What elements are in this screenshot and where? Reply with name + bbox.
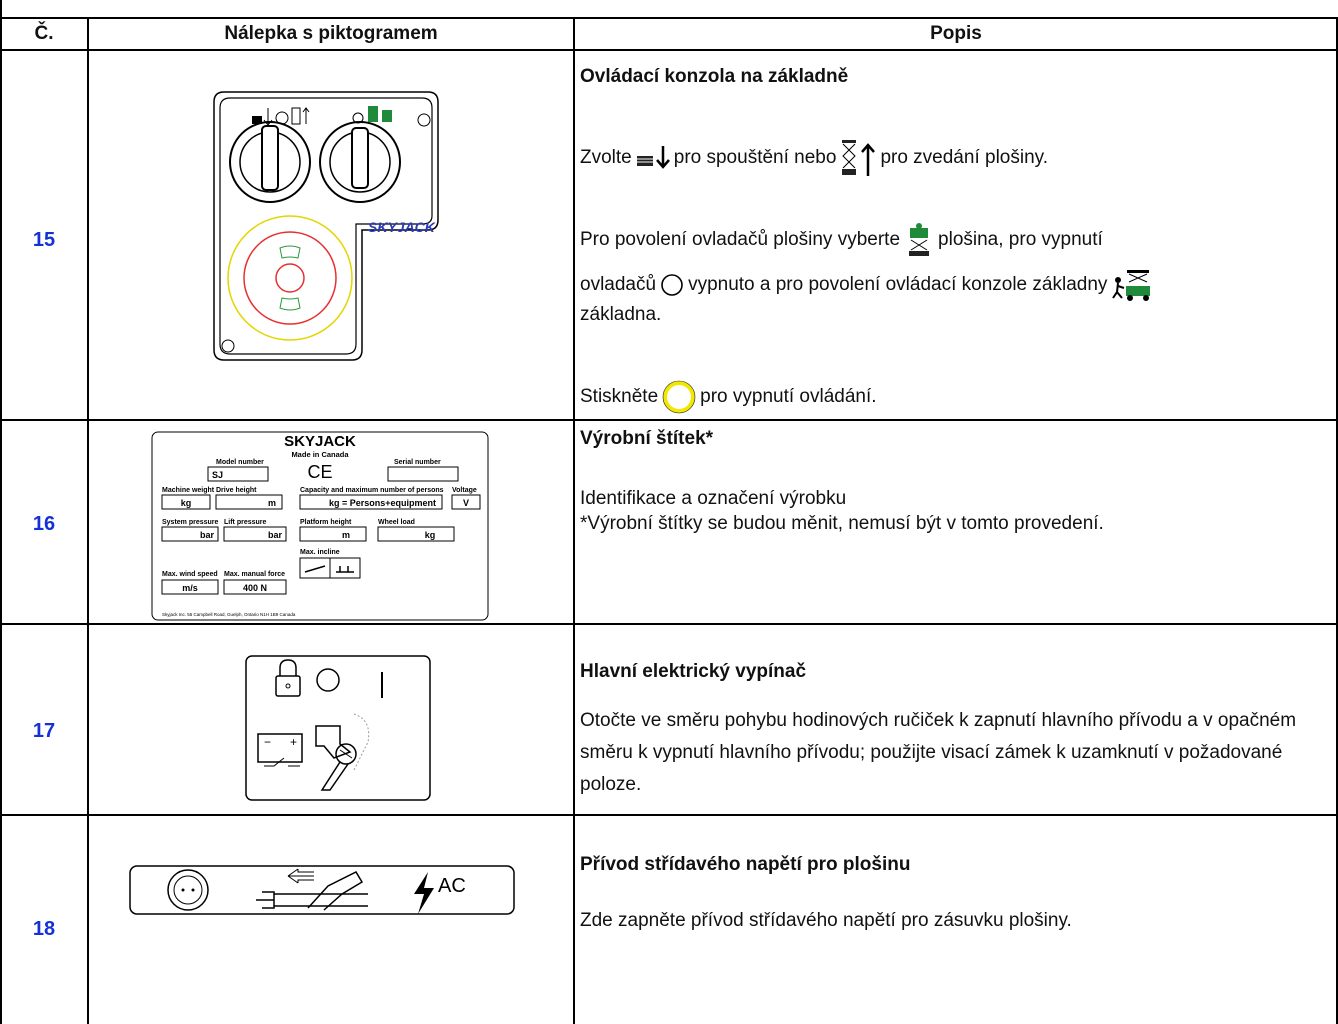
plate-text: Max. incline: [300, 549, 340, 556]
plate-text: bar: [268, 530, 283, 540]
plate-text: 400 N: [243, 583, 267, 593]
row-number: 15: [32, 229, 56, 251]
plate-text: Made in Canada: [291, 450, 349, 459]
text-line: *Výrobní štítky se budou měnit, nemusí b…: [580, 513, 1104, 535]
header-cell: Č.: [34, 23, 54, 44]
sticker-base-console: SKYJACK: [213, 91, 439, 361]
plate-brand: SKYJACK: [284, 433, 356, 450]
row-title: Ovládací konzola na základně: [580, 66, 849, 87]
icon-platform: [909, 223, 930, 256]
icon-lower: [636, 146, 670, 169]
border: [0, 0, 2, 1024]
icon-base: [1112, 270, 1151, 301]
plate-text: m: [342, 530, 350, 540]
plate-text: Wheel load: [378, 519, 415, 526]
text: pro vypnutí ovládání.: [700, 386, 877, 407]
row-number: 18: [32, 918, 56, 940]
border: [0, 17, 1338, 19]
row-number: 17: [32, 720, 56, 742]
svg-text:+: +: [290, 735, 297, 749]
plate-text: Max. wind speed: [162, 571, 218, 578]
plate-text: Model number: [216, 459, 264, 466]
text-line: Identifikace a označení výrobku: [580, 488, 846, 510]
header-cell: Nálepka s piktogramem: [224, 23, 438, 44]
plate-text: Skyjack Inc. 55 Campbell Road, Guelph, O…: [162, 612, 296, 617]
border: [0, 49, 1338, 51]
text-line: Stiskněte pro vypnutí ovládání.: [580, 380, 877, 414]
plate-text: kg: [181, 498, 192, 508]
plate-text: Machine weight: [162, 487, 215, 494]
text: *Výrobní štítky se budou měnit, nemusí b…: [580, 513, 1104, 534]
border: [0, 419, 1338, 421]
text: pro zvedání plošiny.: [880, 147, 1049, 168]
plate-text: m/s: [182, 583, 198, 593]
text-line: základna.: [580, 304, 661, 326]
plate-text: Max. manual force: [224, 571, 285, 578]
plate-text: SJ: [212, 470, 223, 480]
plate-text: kg: [425, 530, 436, 540]
sticker-brand: SKYJACK: [368, 219, 436, 235]
row-title: Přívod střídavého napětí pro plošinu: [580, 854, 911, 875]
sticker-serial-plate: SKYJACK Made in Canada Model number SJ C…: [151, 431, 489, 621]
icon-raise: [842, 140, 876, 176]
border: [0, 814, 1338, 816]
text-line: Zvolte pro spouštění nebo pro zvedání pl…: [580, 138, 1048, 178]
text-line: Zde zapněte přívod střídavého napětí pro…: [580, 910, 1072, 932]
text: Zvolte: [580, 147, 632, 168]
text: pro spouštění nebo: [673, 147, 837, 168]
text: Pro povolení ovladačů plošiny vyberte: [580, 229, 901, 250]
text: ovladačů: [580, 274, 657, 295]
text: Stiskněte: [580, 386, 659, 407]
text-line: Pro povolení ovladačů plošiny vyberte pl…: [580, 222, 1103, 258]
plate-text: V: [463, 498, 469, 508]
plate-text: Platform height: [300, 519, 352, 526]
plate-text: Voltage: [452, 487, 477, 494]
header-cell: Popis: [930, 23, 982, 44]
text: Identifikace a označení výrobku: [580, 488, 847, 509]
icon-off: [661, 274, 683, 296]
paragraph: Otočte ve směru pohybu hodinových ručiče…: [580, 710, 1297, 795]
row-title: Hlavní elektrický vypínač: [580, 661, 807, 682]
plate-text: kg = Persons+equipment: [329, 498, 436, 508]
plate-text: System pressure: [162, 519, 219, 526]
plate-text: CE: [307, 462, 332, 482]
text: základna.: [580, 304, 662, 325]
border: [1336, 18, 1338, 1024]
svg-text:−: −: [264, 735, 271, 749]
sticker-text: AC: [438, 875, 466, 897]
plate-text: Lift pressure: [224, 519, 267, 526]
row-title: Výrobní štítek*: [580, 428, 714, 449]
text: plošina, pro vypnutí: [938, 229, 1103, 250]
sticker-ac-supply: AC: [129, 865, 515, 915]
icon-stop: [662, 380, 696, 414]
text: Zde zapněte přívod střídavého napětí pro…: [580, 910, 1072, 931]
text-line: ovladačů vypnuto a pro povolení ovládací…: [580, 268, 1151, 302]
plate-text: m: [268, 498, 276, 508]
plate-text: Serial number: [394, 459, 441, 466]
text: vypnuto a pro povolení ovládací konzole …: [688, 274, 1108, 295]
row-number: 16: [32, 513, 56, 535]
sticker-main-switch: − +: [245, 655, 431, 801]
border: [573, 18, 575, 1024]
border: [0, 623, 1338, 625]
plate-text: Drive height: [216, 487, 257, 494]
plate-text: bar: [200, 530, 215, 540]
plate-text: Capacity and maximum number of persons: [300, 487, 444, 494]
border: [87, 18, 89, 1024]
